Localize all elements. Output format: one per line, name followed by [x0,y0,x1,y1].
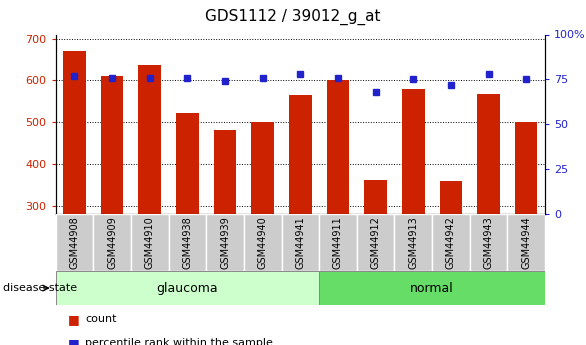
Text: GDS1112 / 39012_g_at: GDS1112 / 39012_g_at [205,9,381,25]
Bar [402,89,424,214]
Text: count: count [85,314,117,324]
Bar [515,122,537,214]
Text: ■: ■ [67,313,79,326]
Text: GSM44943: GSM44943 [483,216,493,269]
Bar [251,122,274,214]
Bar [206,214,244,271]
Bar [364,180,387,214]
Bar [131,214,169,271]
Bar [176,113,199,214]
Text: GSM44940: GSM44940 [258,216,268,269]
Bar [477,94,500,214]
Text: GSM44909: GSM44909 [107,216,117,269]
Bar [440,180,462,214]
Text: glaucoma: glaucoma [156,282,218,295]
Bar [470,214,507,271]
Bar [432,214,470,271]
Bar [244,214,281,271]
Bar [394,214,432,271]
Bar [56,214,93,271]
Text: GSM44944: GSM44944 [521,216,531,269]
Text: GSM44911: GSM44911 [333,216,343,269]
Text: GSM44910: GSM44910 [145,216,155,269]
Bar [101,76,124,214]
Bar [319,271,545,305]
Text: GSM44908: GSM44908 [70,216,80,269]
Bar [56,271,319,305]
Bar [93,214,131,271]
Text: disease state: disease state [3,283,77,293]
Bar [169,214,206,271]
Bar [138,65,161,214]
Text: ■: ■ [67,337,79,345]
Text: GSM44941: GSM44941 [295,216,305,269]
Bar [326,80,349,214]
Bar [357,214,394,271]
Text: GSM44912: GSM44912 [370,216,380,269]
Bar [281,214,319,271]
Text: normal: normal [410,282,454,295]
Text: GSM44942: GSM44942 [446,216,456,269]
Text: percentile rank within the sample: percentile rank within the sample [85,338,273,345]
Bar [214,130,236,214]
Text: GSM44939: GSM44939 [220,216,230,269]
Bar [63,51,86,214]
Bar [289,95,312,214]
Text: GSM44913: GSM44913 [408,216,418,269]
Bar [507,214,545,271]
Bar [319,214,357,271]
Text: GSM44938: GSM44938 [182,216,192,269]
